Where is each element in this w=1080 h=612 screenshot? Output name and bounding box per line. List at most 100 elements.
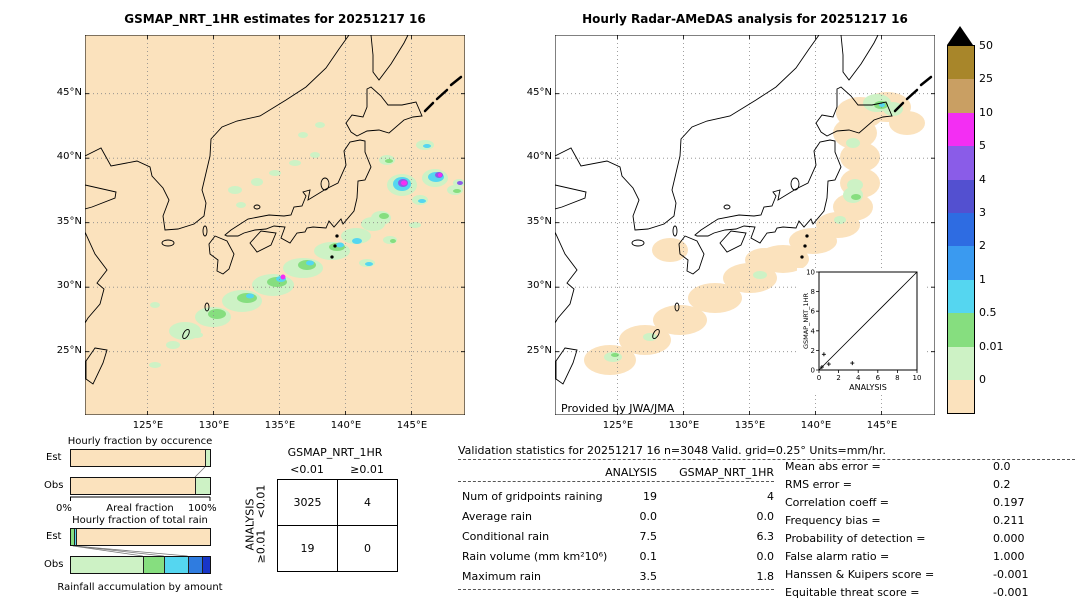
obs-row-label: Obs (44, 480, 64, 491)
volume-chart-title: Hourly fraction of total rain (72, 515, 208, 526)
contingency-table: 3025 4 19 0 (277, 479, 398, 572)
lon-tick-label: 125°E (602, 420, 634, 431)
score-label: False alarm ratio = (785, 550, 890, 563)
lat-tick-label: 45°N (56, 87, 82, 98)
occurrence-xlabel: Areal fraction (106, 503, 174, 514)
lon-tick-label: 140°E (800, 420, 832, 431)
score-label: Correlation coeff = (785, 496, 889, 509)
colorbar-segment (948, 313, 974, 347)
score-value: 0.0 (993, 460, 1011, 473)
lon-tick-label: 135°E (264, 420, 296, 431)
score-value: 0.197 (993, 496, 1025, 509)
left-map-background (85, 35, 465, 415)
lat-tick-label: 35°N (56, 216, 82, 227)
occurrence-obs-bar (70, 477, 211, 495)
lon-tick-label: 125°E (132, 420, 164, 431)
validation-analysis-value: 0.0 (639, 510, 658, 523)
precipitation-layer (149, 122, 465, 368)
svg-text:2: 2 (811, 347, 815, 355)
validation-analysis-value: 0.1 (639, 550, 658, 563)
occurrence-est-bar (70, 449, 211, 467)
lat-tick-label: 25°N (56, 345, 82, 356)
validation-analysis-value: 19 (643, 490, 657, 503)
score-row: Probability of detection = 0.000 (785, 532, 1025, 545)
lon-tick-label: 140°E (330, 420, 362, 431)
score-label: RMS error = (785, 478, 852, 491)
lat-tick-label: 40°N (526, 151, 552, 162)
colorbar-segment (948, 346, 974, 380)
bar-segment (205, 450, 210, 466)
colorbar-segment (948, 112, 974, 147)
colorbar-segment (948, 179, 974, 213)
contingency-cell: 4 (338, 480, 398, 526)
score-row: Hanssen & Kuipers score = -0.001 (785, 568, 1028, 581)
occurrence-chart-title: Hourly fraction by occurence (67, 436, 213, 447)
right-map-title: Hourly Radar-AMeDAS analysis for 2025121… (582, 12, 908, 26)
score-row: Correlation coeff = 0.197 (785, 496, 1025, 509)
score-row: Mean abs error = 0.0 (785, 460, 1011, 473)
colorbar-label: 10 (979, 106, 993, 119)
bar-segment (71, 529, 74, 545)
contingency-col-label: <0.01 (290, 463, 324, 476)
bar-segment (201, 557, 210, 573)
contingency-cell: 0 (338, 526, 398, 572)
validation-analysis-value: 3.5 (639, 570, 658, 583)
validation-row-label: Average rain (462, 510, 532, 523)
map-frame (85, 35, 465, 415)
occurrence-connector-lines (194, 467, 206, 477)
score-row: Equitable threat score = -0.001 (785, 586, 1028, 599)
score-label: Frequency bias = (785, 514, 881, 527)
inset-scatter: 0 2 4 6 8 10 0 2 4 6 8 10 GSMAP_NRT_1HR … (797, 268, 927, 392)
lon-tick-label: 135°E (734, 420, 766, 431)
inset-xlabel: ANALYSIS (849, 383, 887, 392)
validation-row: Maximum rain 3.5 1.8 (462, 570, 774, 583)
colorbar-label: 4 (979, 173, 986, 186)
score-label: Equitable threat score = (785, 586, 920, 599)
colorbar-label: 2 (979, 239, 986, 252)
inset-ylabel: GSMAP_NRT_1HR (802, 292, 810, 349)
validation-gsmap-value: 6.3 (756, 530, 775, 543)
bar-segment (143, 557, 165, 573)
score-value: 0.000 (993, 532, 1025, 545)
colorbar-scale (947, 45, 975, 415)
axis-max-label: 100% (188, 503, 217, 514)
lat-tick-label: 30°N (526, 280, 552, 291)
colorbar-segment (948, 46, 974, 80)
svg-text:8: 8 (895, 374, 899, 382)
colorbar-label: 0 (979, 373, 986, 386)
colorbar-overflow-triangle-icon (947, 26, 973, 45)
svg-text:6: 6 (811, 308, 816, 316)
bar-segment (75, 529, 210, 545)
score-label: Mean abs error = (785, 460, 881, 473)
coastline-layer (85, 35, 463, 385)
inset-data-points (819, 352, 855, 370)
volume-obs-bar (70, 556, 211, 574)
validation-analysis-value: 7.5 (639, 530, 658, 543)
score-row: Frequency bias = 0.211 (785, 514, 1025, 527)
svg-text:0: 0 (817, 374, 821, 382)
bar-segment (164, 557, 188, 573)
volume-connector-lines (72, 546, 188, 556)
inset-ticks (816, 271, 918, 373)
bar-segment (73, 529, 76, 545)
est-row-label: Est (46, 531, 62, 542)
validation-row: Num of gridpoints raining 19 4 (462, 490, 774, 503)
colorbar-segment (948, 379, 974, 414)
svg-text:4: 4 (856, 374, 861, 382)
left-map (85, 35, 465, 415)
contingency-cell: 19 (278, 526, 338, 572)
axis-min-label: 0% (56, 503, 72, 514)
colorbar-segment (948, 279, 974, 314)
lat-tick-label: 30°N (56, 280, 82, 291)
colorbar-label: 25 (979, 72, 993, 85)
score-value: 0.2 (993, 478, 1011, 491)
precipitation-layer (584, 92, 925, 375)
svg-text:8: 8 (811, 288, 815, 296)
score-value: 0.211 (993, 514, 1025, 527)
validation-col-header: GSMAP_NRT_1HR (679, 466, 774, 479)
obs-row-label: Obs (44, 559, 64, 570)
volume-est-bar (70, 528, 211, 546)
volume-xlabel: Rainfall accumulation by amount (57, 582, 223, 593)
lat-tick-label: 45°N (526, 87, 552, 98)
